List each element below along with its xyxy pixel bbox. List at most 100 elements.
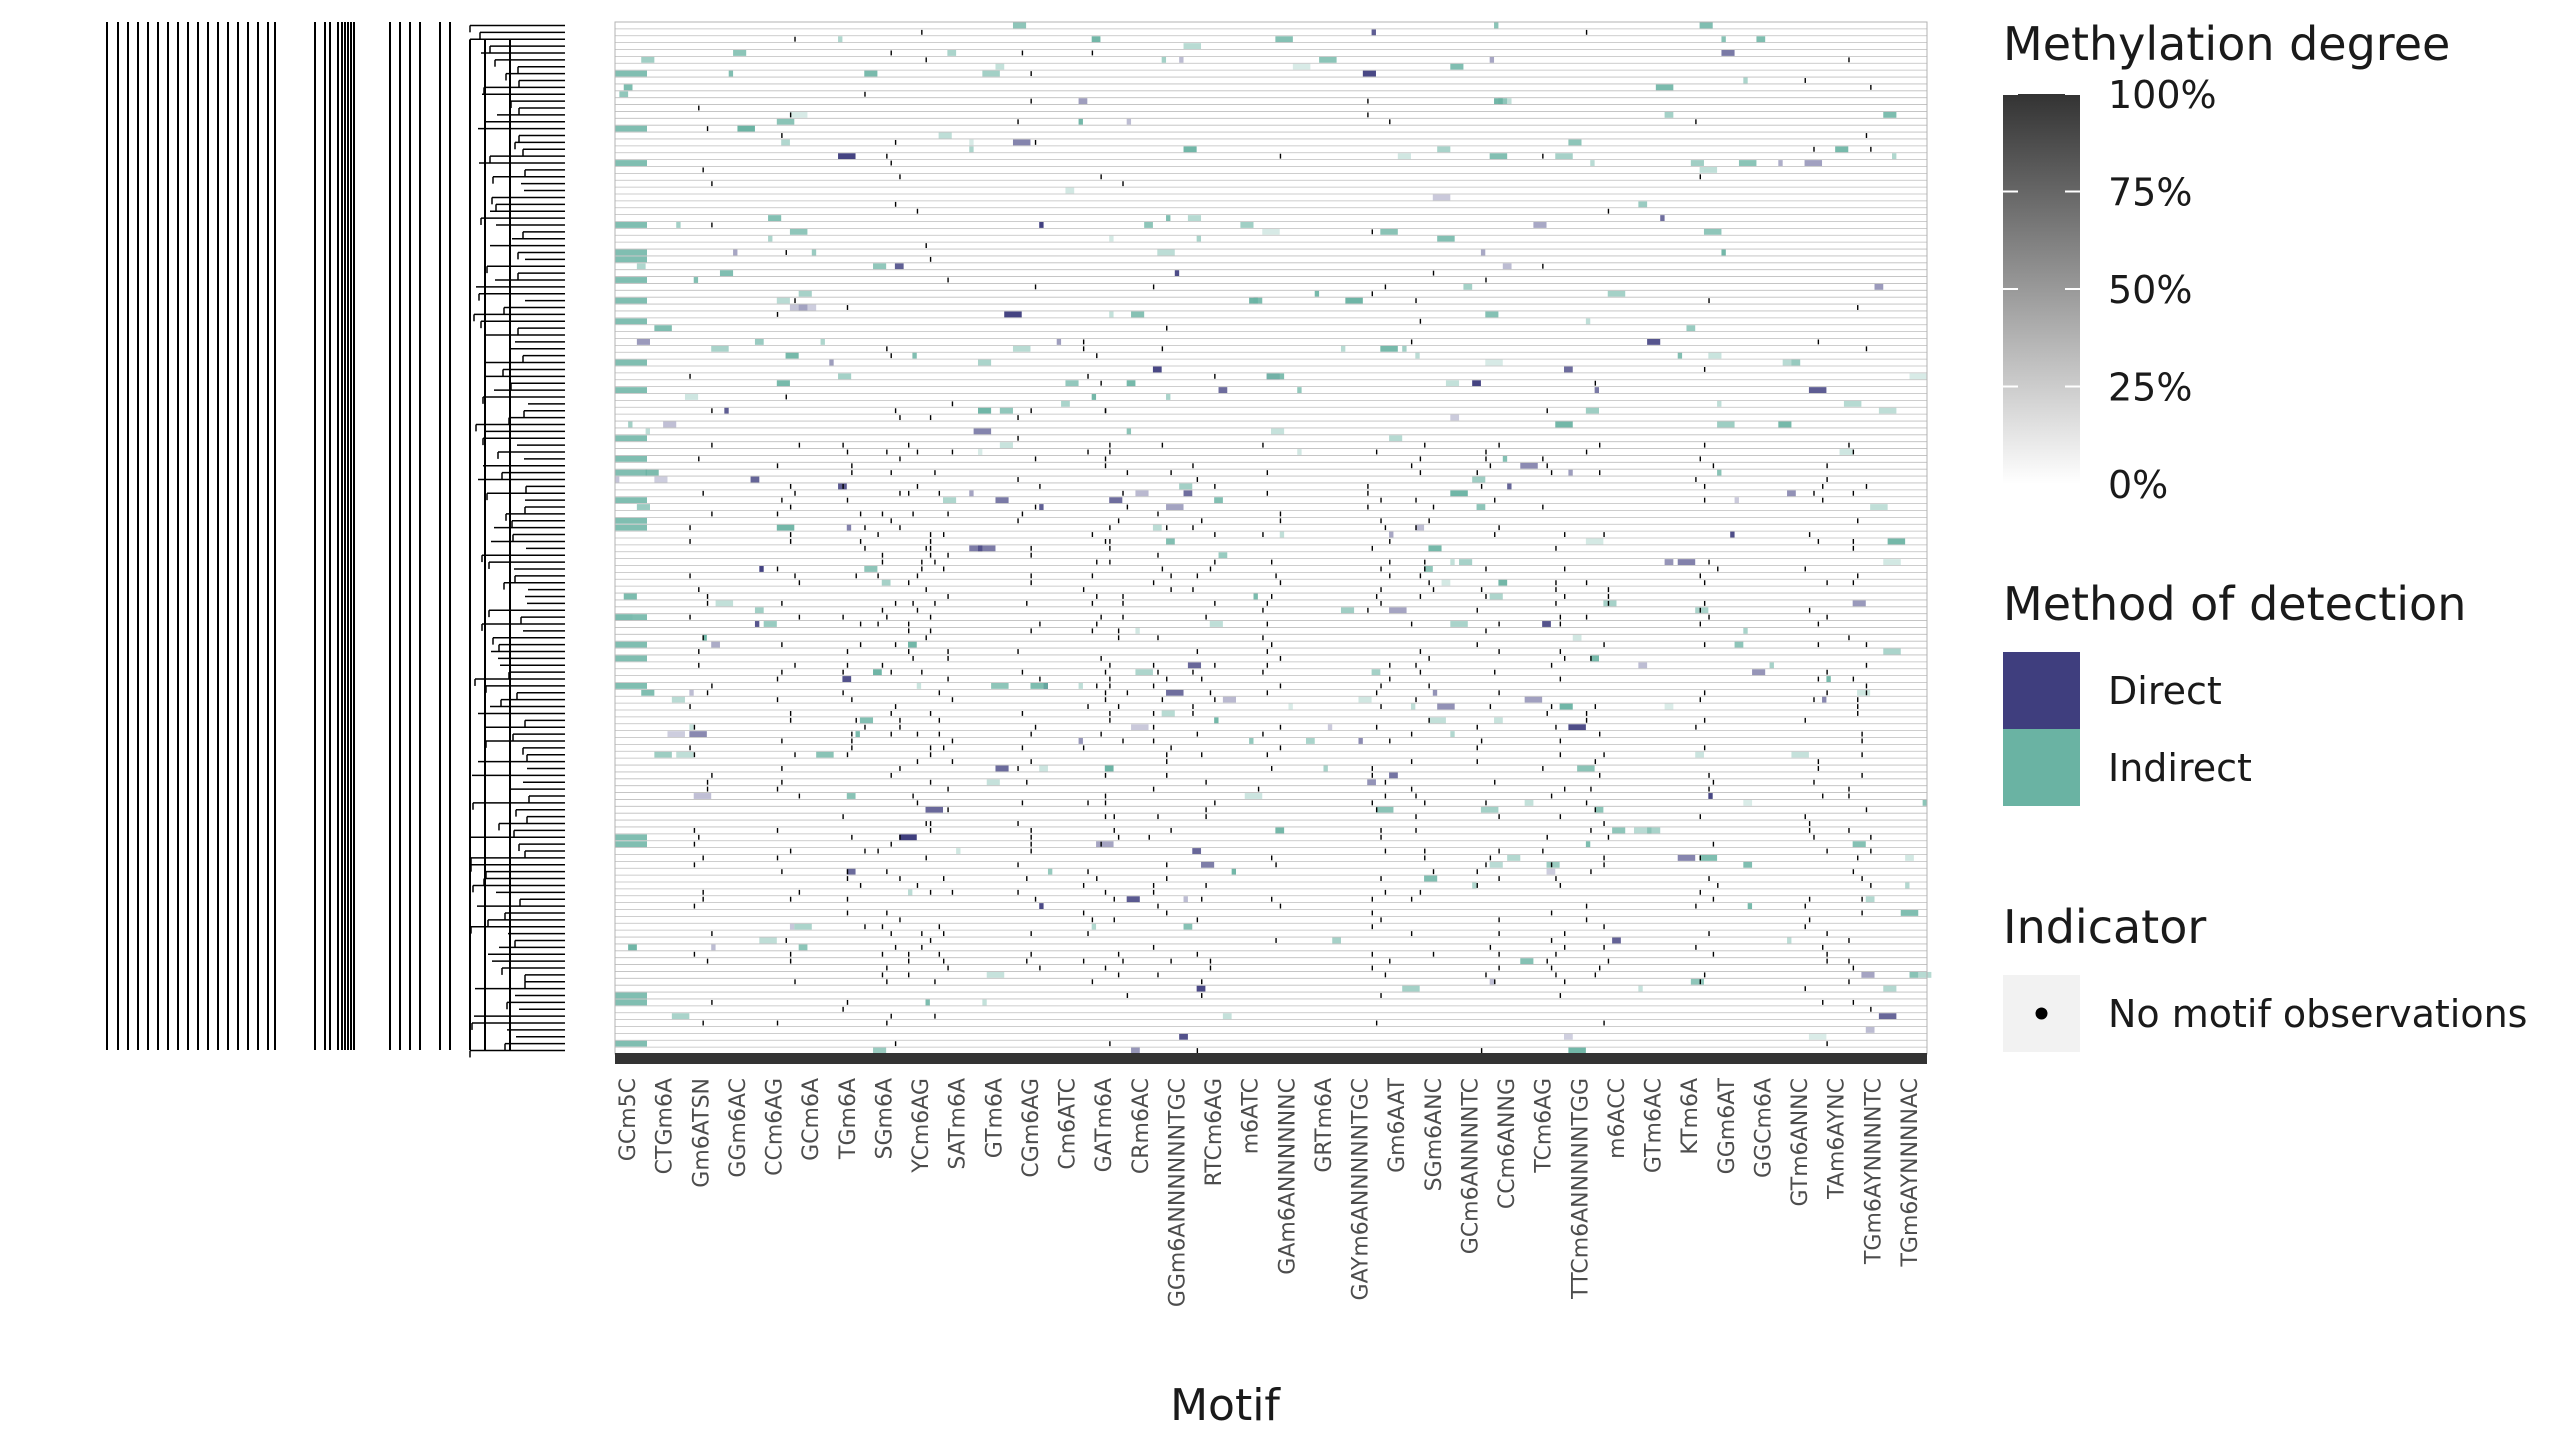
heat-cell xyxy=(969,139,974,146)
no-observation-dot xyxy=(1109,559,1111,565)
no-observation-dot xyxy=(1813,146,1815,152)
no-observation-dot xyxy=(711,222,713,228)
no-observation-dot xyxy=(1170,470,1172,476)
no-observation-dot xyxy=(943,958,945,964)
no-observation-dot xyxy=(925,587,927,593)
no-observation-dot xyxy=(1017,649,1019,654)
heat-cell xyxy=(615,655,647,662)
no-observation-dot xyxy=(1804,986,1806,992)
heat-cell xyxy=(1738,160,1757,166)
heat-cell xyxy=(1489,861,1503,868)
no-observation-dot xyxy=(855,717,857,723)
no-observation-dot xyxy=(1375,807,1378,813)
no-observation-dot xyxy=(1017,766,1019,771)
no-observation-dot xyxy=(1152,738,1155,744)
heat-cell xyxy=(1214,497,1223,504)
no-observation-dot xyxy=(1104,793,1107,799)
no-observation-dot xyxy=(1485,456,1487,462)
heat-cell xyxy=(1109,235,1114,242)
x-tick-label: GAm6ANNNNNNC xyxy=(1275,1078,1300,1275)
no-observation-dot xyxy=(899,766,901,771)
no-observation-dot xyxy=(1026,958,1028,964)
no-observation-dot xyxy=(1371,772,1373,778)
no-observation-dot xyxy=(1559,752,1562,758)
no-observation-dot xyxy=(776,676,779,682)
no-observation-dot xyxy=(1087,931,1089,937)
no-observation-dot xyxy=(947,786,949,792)
heat-cell xyxy=(1607,290,1626,297)
no-observation-dot xyxy=(1113,827,1115,833)
no-observation-dot xyxy=(1603,532,1605,537)
heat-cell xyxy=(615,999,647,1006)
heat-cell xyxy=(615,614,647,621)
no-observation-dot xyxy=(1703,972,1706,978)
no-observation-dot xyxy=(1476,470,1478,476)
no-observation-dot xyxy=(1026,779,1028,785)
heat-cell xyxy=(1091,394,1097,400)
no-observation-dot xyxy=(1161,442,1164,448)
no-observation-dot xyxy=(1848,57,1850,63)
no-observation-dot xyxy=(1555,587,1557,593)
no-observation-dot xyxy=(1699,621,1701,627)
no-observation-dot xyxy=(1852,999,1855,1005)
heat-cell xyxy=(1743,799,1753,806)
no-observation-dot xyxy=(1100,841,1102,847)
x-tick-label: GRTm6A xyxy=(1312,1078,1337,1173)
no-observation-dot xyxy=(693,724,696,730)
heat-cell xyxy=(1209,621,1223,627)
no-observation-dot xyxy=(934,559,936,565)
no-observation-dot xyxy=(842,1006,844,1012)
no-observation-dot xyxy=(1489,704,1492,709)
heat-cell xyxy=(1039,765,1048,772)
legend-title-methylation-degree: Methylation degree xyxy=(2003,17,2450,71)
no-observation-dot xyxy=(781,642,783,648)
no-observation-dot xyxy=(899,415,901,421)
no-observation-dot xyxy=(1087,869,1089,875)
no-observation-dot xyxy=(1542,848,1544,854)
heat-cell xyxy=(1721,50,1735,56)
no-observation-dot xyxy=(1100,655,1102,661)
no-observation-dot xyxy=(1201,752,1203,758)
heat-cell xyxy=(908,889,913,896)
no-observation-dot xyxy=(1542,504,1544,510)
no-observation-dot xyxy=(1166,862,1168,868)
no-observation-dot xyxy=(864,525,866,531)
no-observation-dot xyxy=(1703,497,1706,503)
no-observation-dot xyxy=(886,346,888,352)
no-observation-dot xyxy=(1590,786,1592,792)
no-observation-dot xyxy=(864,545,866,551)
heat-cell xyxy=(1183,923,1193,930)
no-observation-dot xyxy=(1494,669,1496,675)
no-observation-dot xyxy=(951,889,954,895)
no-observation-dot xyxy=(1148,834,1150,840)
no-observation-dot xyxy=(1699,456,1701,462)
heat-cell xyxy=(999,442,1013,449)
no-observation-dot xyxy=(1117,951,1120,957)
no-observation-dot xyxy=(1607,594,1610,599)
no-observation-dot xyxy=(1852,580,1855,586)
no-observation-dot xyxy=(1205,883,1207,888)
no-observation-dot xyxy=(1476,869,1478,875)
no-observation-dot xyxy=(1170,573,1172,579)
no-observation-dot xyxy=(781,133,783,138)
no-observation-dot xyxy=(894,704,897,709)
no-observation-dot xyxy=(1494,532,1496,537)
no-observation-dot xyxy=(1380,518,1382,524)
heat-cell xyxy=(1585,407,1599,414)
no-observation-dots xyxy=(689,29,1872,1053)
no-observation-dot xyxy=(1201,979,1203,985)
no-observation-dot xyxy=(890,841,892,847)
no-observation-dot xyxy=(693,841,696,847)
no-observation-dot xyxy=(798,793,801,799)
no-observation-dot xyxy=(1703,442,1706,448)
heat-cell xyxy=(1389,772,1398,779)
no-observation-dot xyxy=(1367,607,1369,613)
heat-cell xyxy=(1507,854,1521,861)
no-observation-dot xyxy=(1371,896,1373,902)
no-observation-dot xyxy=(1555,876,1557,881)
no-observation-dot xyxy=(776,786,779,792)
no-observation-dot xyxy=(929,745,932,751)
no-observation-dot xyxy=(776,566,779,572)
no-observation-dot xyxy=(1104,772,1107,778)
no-observation-dot xyxy=(1279,724,1282,730)
